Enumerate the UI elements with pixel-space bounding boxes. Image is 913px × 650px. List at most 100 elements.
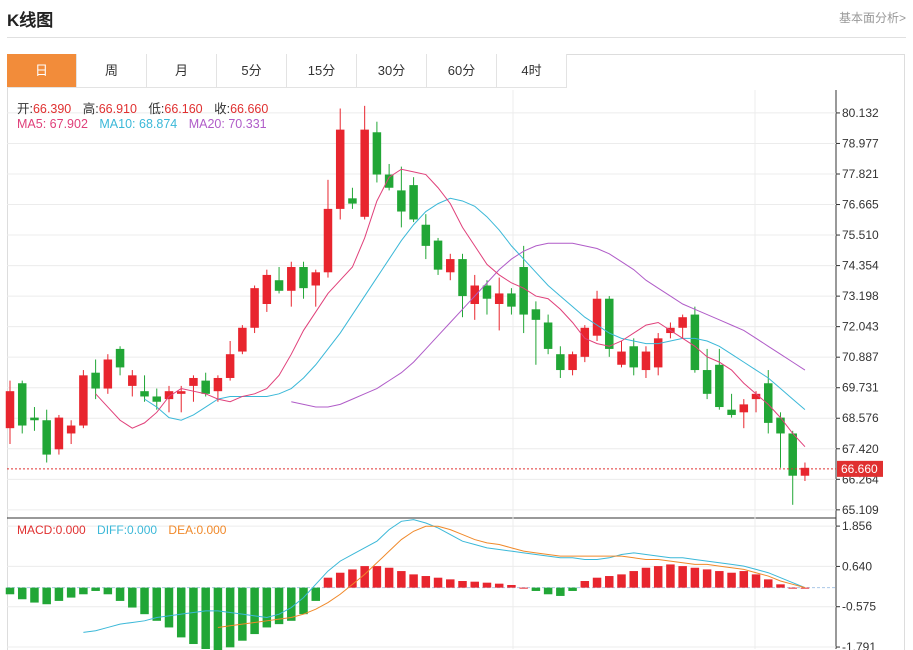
macd-bar bbox=[580, 581, 590, 588]
price-tick-label: 80.132 bbox=[842, 106, 879, 120]
candle-body bbox=[543, 322, 553, 349]
candle-body bbox=[348, 198, 357, 204]
tab-4h[interactable]: 4时 bbox=[497, 54, 567, 88]
candle-down bbox=[507, 288, 516, 315]
tab-day[interactable]: 日 bbox=[7, 54, 77, 88]
macd-bar bbox=[470, 581, 479, 588]
candle-body bbox=[238, 327, 247, 352]
tab-15min[interactable]: 15分 bbox=[287, 54, 357, 88]
candle-down bbox=[397, 166, 406, 228]
macd-bar bbox=[335, 572, 345, 588]
macd-tick-label: 1.856 bbox=[842, 519, 872, 533]
current-price-label: 66.660 bbox=[841, 462, 878, 476]
macd-bar bbox=[128, 587, 137, 608]
macd-bar bbox=[189, 587, 198, 645]
ma10-value: 68.874 bbox=[139, 117, 178, 131]
macd-bar bbox=[287, 587, 296, 621]
candle-body bbox=[66, 425, 76, 434]
macd-bar bbox=[42, 587, 51, 605]
price-tick-label: 77.821 bbox=[842, 167, 879, 181]
macd-bar bbox=[531, 587, 541, 591]
macd-bar bbox=[482, 582, 492, 588]
candle-body bbox=[323, 208, 333, 273]
candle-body bbox=[103, 359, 113, 389]
price-tick-label: 68.576 bbox=[842, 411, 879, 425]
macd-bar bbox=[702, 569, 712, 588]
macd-readout: MACD:0.000 DIFF:0.000 DEA:0.000 bbox=[17, 523, 226, 537]
macd-label: MACD: bbox=[17, 523, 56, 537]
macd-bar bbox=[666, 564, 675, 588]
candle-body bbox=[42, 420, 51, 455]
candle-down bbox=[715, 348, 724, 410]
tab-5min[interactable]: 5分 bbox=[217, 54, 287, 88]
candle-body bbox=[421, 224, 431, 246]
macd-bar bbox=[727, 572, 736, 588]
candle-body bbox=[397, 190, 406, 212]
candle-body bbox=[213, 377, 223, 392]
candle-body bbox=[140, 391, 149, 397]
tab-30min[interactable]: 30分 bbox=[357, 54, 427, 88]
candle-down bbox=[776, 412, 785, 468]
candle-body bbox=[494, 293, 504, 304]
candle-body bbox=[751, 393, 761, 400]
candle-down bbox=[115, 346, 125, 376]
candle-body bbox=[531, 309, 541, 320]
macd-bar bbox=[519, 587, 528, 589]
macd-bar bbox=[776, 584, 785, 588]
macd-bar bbox=[274, 587, 284, 625]
macd-bar bbox=[764, 579, 773, 588]
diff-readout-item: DIFF:0.000 bbox=[97, 523, 157, 537]
ma20-readout: MA20: 70.331 bbox=[189, 117, 267, 131]
ma20-label: MA20: bbox=[188, 117, 225, 131]
macd-bar bbox=[421, 576, 431, 588]
tab-month[interactable]: 月 bbox=[147, 54, 217, 88]
ma-readout: MA5: 67.902 MA10: 68.874 MA20: 70.331 bbox=[17, 117, 267, 131]
candle-up bbox=[54, 414, 64, 455]
macd-bar bbox=[800, 587, 810, 589]
candle-body bbox=[128, 375, 137, 386]
candle-down bbox=[372, 121, 382, 183]
low-value: 66.160 bbox=[164, 102, 203, 116]
high-value: 66.910 bbox=[98, 102, 137, 116]
candle-body bbox=[54, 417, 64, 450]
price-tick-label: 65.109 bbox=[842, 503, 879, 517]
candle-down bbox=[274, 267, 284, 294]
candle-body bbox=[79, 375, 88, 426]
macd-bar bbox=[360, 566, 369, 588]
candle-body bbox=[580, 327, 590, 357]
candle-down bbox=[482, 280, 492, 315]
tab-week[interactable]: 周 bbox=[77, 54, 147, 88]
macd-bar bbox=[115, 587, 125, 601]
macd-bar bbox=[788, 587, 797, 589]
title-divider bbox=[7, 37, 906, 38]
diff-label: DIFF: bbox=[97, 523, 128, 537]
macd-bar bbox=[323, 577, 333, 588]
macd-bar bbox=[507, 584, 516, 588]
macd-bar bbox=[372, 566, 382, 588]
candle-up bbox=[103, 354, 113, 394]
macd-bar bbox=[446, 579, 455, 588]
macd-bar bbox=[17, 587, 27, 600]
candle-up bbox=[446, 253, 455, 281]
candle-body bbox=[115, 348, 125, 368]
ma5-label: MA5: bbox=[17, 117, 47, 131]
candle-up bbox=[592, 290, 602, 341]
candle-body bbox=[764, 383, 773, 423]
candle-up bbox=[470, 274, 479, 320]
candle-up bbox=[335, 108, 345, 220]
macd-bar bbox=[311, 587, 320, 601]
tab-60min[interactable]: 60分 bbox=[427, 54, 497, 88]
candle-body bbox=[507, 293, 516, 307]
macd-bar bbox=[140, 587, 149, 615]
macd-bar bbox=[30, 587, 39, 603]
candle-down bbox=[556, 346, 565, 378]
candle-body bbox=[250, 288, 259, 328]
candle-body bbox=[201, 380, 210, 394]
macd-bar bbox=[739, 571, 749, 588]
price-tick-label: 74.354 bbox=[842, 259, 879, 273]
macd-bar bbox=[751, 574, 761, 588]
candle-up bbox=[128, 370, 137, 397]
candle-body bbox=[152, 396, 162, 402]
fundamental-analysis-link[interactable]: 基本面分析> bbox=[838, 11, 906, 25]
